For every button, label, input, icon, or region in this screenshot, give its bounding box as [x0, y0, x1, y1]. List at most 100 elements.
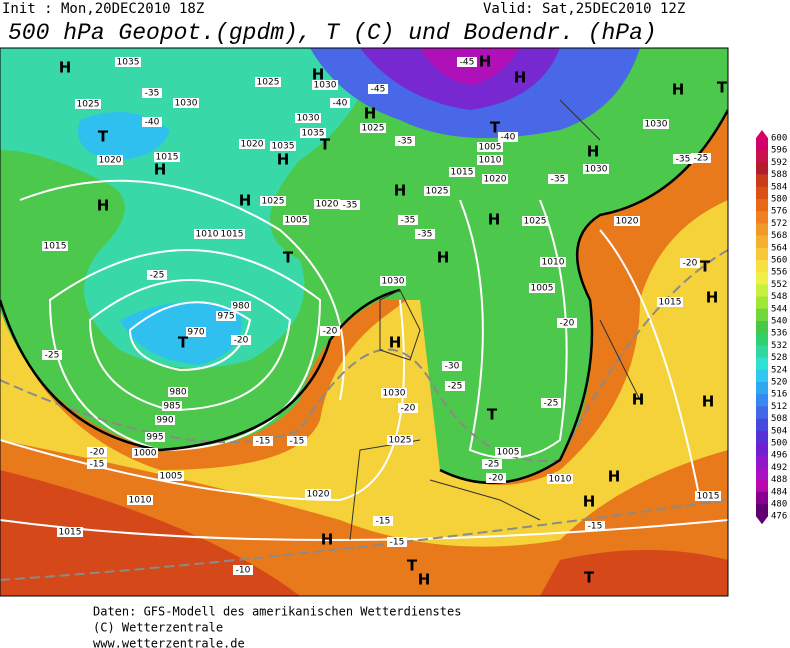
contour-label: -10 — [236, 566, 251, 576]
contour-label: -35 — [145, 89, 160, 99]
contour-label: 1005 — [531, 284, 554, 294]
label-box — [691, 153, 711, 163]
colorbar-segment — [756, 382, 768, 395]
colorbar-label: 524 — [771, 365, 787, 375]
colorbar-segment — [756, 321, 768, 334]
colorbar-label: 568 — [771, 231, 787, 241]
pressure-center: H — [514, 69, 527, 87]
contour-label: -20 — [323, 327, 338, 337]
colorbar-label: 560 — [771, 256, 787, 266]
label-box — [477, 142, 503, 152]
contour-label: 1010 — [549, 475, 572, 485]
contour-label: 1020 — [307, 490, 330, 500]
contour-label: -45 — [371, 85, 386, 95]
colorbar-cap — [756, 516, 768, 525]
colorbar-segment — [756, 491, 768, 505]
contour-label: 1030 — [382, 277, 405, 287]
label-box — [498, 132, 518, 142]
colorbar-label: 512 — [771, 402, 787, 412]
contour-label: -35 — [398, 137, 413, 147]
label-box — [87, 447, 107, 457]
pressure-center: T — [487, 406, 498, 424]
label-box — [614, 216, 640, 226]
contour-label: 1025 — [262, 197, 285, 207]
contour-label: 1030 — [297, 114, 320, 124]
pressure-center: T — [700, 258, 711, 276]
contour-label: -20 — [489, 474, 504, 484]
contour-label: 1025 — [257, 78, 280, 88]
label-box — [395, 136, 415, 146]
contour-label: 1010 — [196, 230, 219, 240]
colorbar-segment — [756, 223, 768, 236]
colorbar-segment — [756, 443, 768, 456]
contour-label: -35 — [343, 201, 358, 211]
colorbar-label: 476 — [771, 512, 787, 522]
label-box — [231, 301, 251, 311]
contour-label: 1030 — [314, 81, 337, 91]
label-box — [495, 447, 521, 457]
552-contour — [0, 109, 728, 485]
footer-line: (C) Wetterzentrale — [93, 621, 223, 635]
contour-label: -15 — [390, 538, 405, 548]
contour-label: 1030 — [645, 120, 668, 130]
label-box — [194, 229, 220, 239]
isobar — [599, 229, 701, 501]
colorbar-segment — [756, 418, 768, 432]
colorbar-segment — [756, 345, 768, 358]
label-box — [97, 155, 123, 165]
map-frame — [0, 47, 729, 597]
colorbar-label: 528 — [771, 353, 787, 363]
contour-label: -25 — [485, 460, 500, 470]
pressure-center: H — [437, 249, 450, 267]
colorbar-segment — [756, 235, 768, 249]
cold-core — [78, 112, 242, 365]
label-box — [239, 139, 265, 149]
contour-label: 1015 — [659, 298, 682, 308]
label-box — [142, 88, 162, 98]
label-box — [147, 270, 167, 280]
pressure-center: H — [239, 192, 252, 210]
contour-label: 1025 — [426, 187, 449, 197]
colorbar-segment — [756, 406, 768, 419]
contour-label: -40 — [501, 133, 516, 143]
colorbar-segment — [756, 455, 768, 468]
colorbar-segment — [756, 504, 768, 517]
label-box — [233, 565, 253, 575]
pressure-center: H — [706, 289, 719, 307]
colorbar-label: 540 — [771, 317, 787, 327]
colorbar-segment — [756, 150, 768, 163]
pressure-center: T — [490, 119, 501, 137]
pressure-center: T — [320, 136, 331, 154]
label-box — [340, 200, 360, 210]
label-box — [541, 398, 561, 408]
contour-label: -15 — [256, 437, 271, 447]
contour-label: 1005 — [160, 472, 183, 482]
coastline — [349, 99, 641, 541]
colorbar-segment — [756, 260, 768, 273]
map-title: 500 hPa Geopot.(gpdm), T (C) und Bodendr… — [8, 20, 657, 46]
pressure-center: H — [488, 211, 501, 229]
colorbar-label: 496 — [771, 451, 787, 461]
isobar — [0, 519, 728, 541]
isobar — [88, 279, 292, 412]
contour-label: 1015 — [697, 492, 720, 502]
contour-label: 1035 — [272, 142, 295, 152]
colorbar-segment — [756, 467, 768, 480]
label-box — [145, 432, 165, 442]
pressure-center: H — [479, 53, 492, 71]
contour-label: 1035 — [117, 58, 140, 68]
pressure-center: H — [59, 59, 72, 77]
label-box — [42, 350, 62, 360]
label-box — [657, 297, 683, 307]
colorbar-label: 520 — [771, 378, 787, 388]
contour-label: -30 — [445, 362, 460, 372]
contour-label: 1025 — [389, 436, 412, 446]
isobar — [48, 249, 322, 452]
colorbar-label: 576 — [771, 207, 787, 217]
contour-label: -25 — [448, 382, 463, 392]
colorbar-segment — [756, 284, 768, 297]
isotherm — [0, 249, 728, 462]
colorbar-label: 544 — [771, 304, 787, 314]
contour-label: 1005 — [497, 448, 520, 458]
label-box — [314, 199, 340, 209]
